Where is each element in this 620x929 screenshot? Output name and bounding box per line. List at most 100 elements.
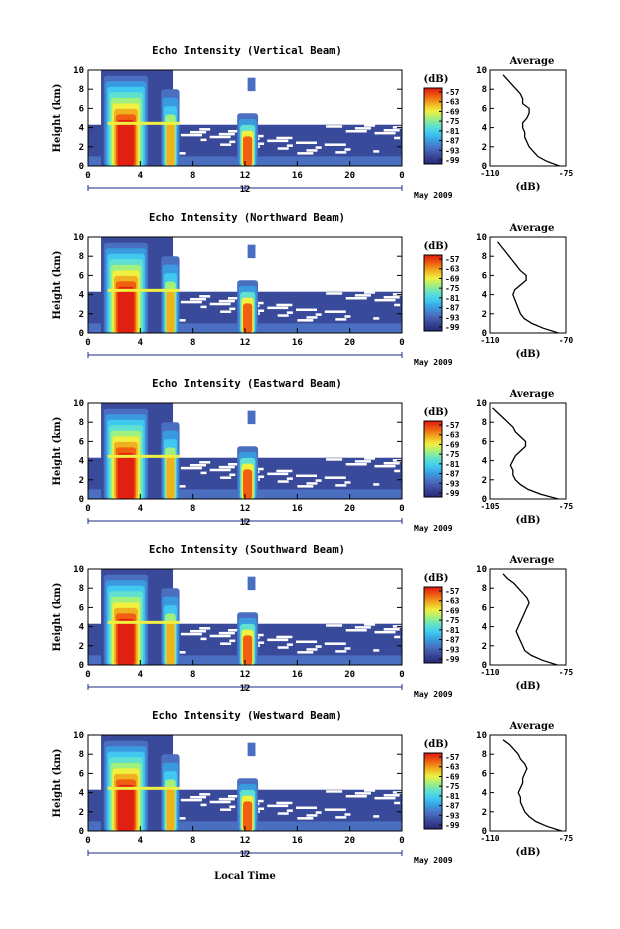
colorbar-swatch — [424, 468, 442, 471]
profile-line — [497, 241, 559, 334]
heatmap-gap — [218, 465, 235, 469]
colorbar-swatch — [424, 438, 442, 441]
colorbar-swatch — [424, 474, 442, 477]
heatmap-image — [88, 70, 402, 166]
colorbar-swatch — [424, 789, 442, 792]
x-tick-label: 0 — [399, 171, 404, 181]
profile-frame — [489, 236, 567, 334]
colorbar-swatch — [424, 327, 442, 330]
profile-y-tick-label: 6 — [482, 437, 487, 447]
heatmap-bright-band — [107, 288, 180, 292]
heatmap-gap — [286, 643, 293, 646]
profile-line — [502, 739, 562, 832]
x-tick-label: 16 — [292, 670, 303, 680]
y-axis-label: Height (km) — [52, 749, 63, 818]
heatmap-gap — [190, 629, 207, 633]
colorbar-swatch — [424, 766, 442, 769]
profile-title: Average — [509, 223, 555, 234]
profile-y-tick-label: 10 — [476, 399, 487, 409]
panel-title: Echo Intensity (Eastward Beam) — [152, 378, 342, 390]
y-tick-label: 6 — [79, 603, 84, 613]
colorbar-swatch — [424, 493, 442, 496]
colorbar-tick-label: -57 — [445, 753, 460, 762]
x-tick-label: 4 — [138, 670, 144, 680]
profile-y-tick-label: 4 — [482, 291, 488, 301]
colorbar-swatch — [424, 479, 442, 483]
profile-y-tick-label: 8 — [482, 85, 487, 95]
colorbar-swatch — [424, 636, 442, 639]
heatmap-gap — [345, 130, 367, 133]
panel-title: Echo Intensity (Southward Beam) — [149, 544, 345, 556]
colorbar-swatch — [424, 441, 442, 445]
heatmap-gap — [229, 307, 236, 311]
heatmap-gap — [345, 297, 367, 300]
heatmap-cell-high — [247, 410, 256, 425]
x-tick-label: 0 — [399, 670, 404, 680]
colorbar-swatch — [424, 262, 442, 265]
colorbar-swatch — [424, 99, 442, 102]
panel-5: Echo Intensity (Westward Beam) Height (km… — [52, 710, 573, 865]
profile-y-tick-label: 8 — [482, 584, 487, 594]
heatmap-gap — [199, 627, 211, 630]
heatmap-bright-band — [107, 786, 180, 790]
heatmap-gap — [267, 139, 289, 143]
x-tick-label: 12 — [240, 670, 251, 680]
profile-y-tick-label: 6 — [482, 104, 487, 114]
heatmap-gap — [209, 302, 231, 306]
heatmap-storm-early — [117, 618, 135, 665]
colorbar-tick-label: -69 — [445, 107, 460, 116]
heatmap-storm-early — [117, 286, 135, 333]
colorbar-swatch — [424, 630, 442, 634]
x-tick-label: 0 — [85, 836, 90, 846]
colorbar-tick-label: -99 — [445, 323, 460, 332]
colorbar-swatch — [424, 329, 442, 332]
y-tick-label: 0 — [79, 495, 84, 505]
heatmap-gap — [267, 804, 289, 808]
colorbar-swatch — [424, 794, 442, 798]
y-tick-label: 4 — [79, 124, 85, 134]
colorbar-swatch — [424, 638, 442, 641]
colorbar-swatch — [424, 657, 442, 660]
profile-x-tick-label: -70 — [559, 336, 574, 345]
heatmap-gap — [335, 318, 347, 321]
colorbar-swatch — [424, 110, 442, 114]
colorbar-swatch — [424, 653, 442, 656]
colorbar-swatch — [424, 150, 442, 154]
colorbar-swatch — [424, 453, 442, 456]
profile-y-tick-label: 2 — [482, 808, 487, 818]
heatmap-gap — [297, 817, 314, 820]
colorbar-swatch — [424, 628, 442, 632]
colorbar-swatch — [424, 823, 442, 826]
heatmap-gap — [227, 463, 239, 466]
colorbar-tick-label: -81 — [445, 792, 460, 801]
colorbar-tick-label: -99 — [445, 489, 460, 498]
x-tick-label: 12 — [240, 171, 251, 181]
y-tick-label: 2 — [79, 642, 84, 652]
profile-y-tick-label: 2 — [482, 310, 487, 320]
heatmap-gap — [324, 642, 346, 645]
colorbar-swatch — [424, 796, 442, 800]
colorbar-swatch — [424, 651, 442, 654]
colorbar-swatch — [424, 626, 442, 630]
colorbar-swatch — [424, 464, 442, 468]
colorbar-swatch — [424, 268, 442, 271]
heatmap-gap — [373, 317, 380, 320]
profile-x-tick-label: -75 — [559, 834, 574, 843]
average-profile: Average 0 2 4 6 8 10 -110 -75 (dB) — [476, 56, 573, 193]
heatmap-gap — [218, 631, 235, 635]
colorbar-swatch — [424, 644, 442, 647]
colorbar-swatch — [424, 604, 442, 607]
colorbar-swatch — [424, 289, 442, 292]
heatmap-image — [88, 569, 402, 665]
colorbar-swatch — [424, 808, 442, 811]
colorbar-swatch — [424, 783, 442, 786]
colorbar-swatch — [424, 825, 442, 828]
heatmap-gap — [276, 303, 293, 307]
y-tick-label: 2 — [79, 476, 84, 486]
colorbar-swatch — [424, 768, 442, 771]
heatmap-storm-noon — [243, 469, 253, 499]
colorbar-swatch — [424, 275, 442, 279]
colorbar-swatch — [424, 270, 442, 273]
colorbar-swatch — [424, 487, 442, 490]
colorbar-swatch — [424, 124, 442, 127]
